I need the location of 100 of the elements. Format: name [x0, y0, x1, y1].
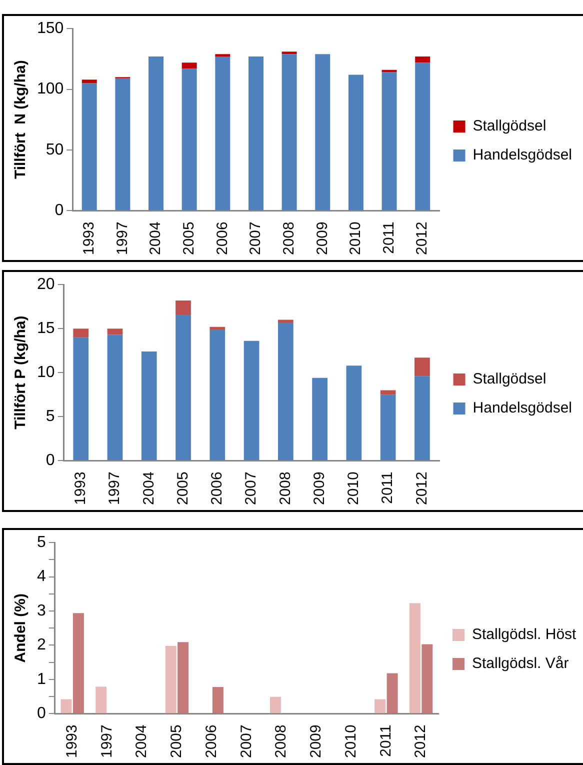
bar	[282, 52, 297, 54]
bar	[60, 699, 72, 714]
x-tick-label: 2009	[308, 724, 325, 758]
bar	[414, 376, 430, 460]
bar	[176, 314, 191, 460]
x-tick-label: 2009	[314, 222, 331, 256]
y-tick-label: 3	[36, 602, 46, 620]
bar	[215, 54, 230, 57]
x-tick-label: 1993	[72, 472, 90, 506]
x-tick-label: 2012	[413, 472, 430, 506]
bar	[72, 613, 84, 714]
bar	[270, 696, 281, 714]
bar	[165, 646, 176, 714]
y-tick-label: 50	[46, 141, 64, 158]
bar	[382, 70, 397, 72]
x-tick-label: 2008	[276, 472, 294, 506]
bar	[107, 328, 123, 335]
x-tick-label: 2011	[379, 472, 396, 504]
y-tick-label: 4	[36, 568, 46, 586]
bar	[348, 74, 364, 210]
y-axis-title: Andel (%)	[12, 594, 30, 663]
bar	[178, 642, 189, 714]
bar	[414, 358, 430, 376]
bar	[182, 68, 197, 210]
x-tick-label: 2005	[180, 222, 198, 256]
x-tick-label: 2009	[310, 472, 328, 506]
legend-label: Handelsgödsel	[472, 146, 572, 164]
bar	[141, 351, 157, 460]
y-tick-label: 20	[37, 276, 55, 294]
x-tick-label: 2008	[280, 222, 298, 256]
bar	[107, 334, 123, 460]
x-tick-label: 2005	[174, 472, 192, 506]
bar	[409, 603, 420, 714]
x-tick-label: 2004	[140, 472, 158, 506]
bar	[115, 78, 130, 210]
bar	[382, 72, 397, 210]
legend-label: Stallgödsel	[472, 118, 546, 135]
bar	[82, 83, 97, 210]
y-tick-label: 0	[46, 452, 55, 470]
bar	[346, 366, 362, 460]
y-tick-label: 1	[36, 670, 46, 688]
y-tick-label: 100	[36, 80, 64, 98]
bar	[215, 56, 230, 210]
bar	[148, 56, 164, 210]
x-tick-label: 2007	[247, 222, 264, 256]
bar	[415, 56, 430, 63]
x-tick-label: 2006	[202, 724, 220, 758]
bar	[282, 54, 297, 210]
x-tick-label: 1997	[106, 472, 124, 506]
x-tick-label: 2005	[168, 724, 186, 758]
bar	[380, 394, 396, 460]
y-tick-label: 0	[36, 705, 46, 722]
x-tick-label: 2012	[412, 724, 430, 758]
x-tick-label: 2006	[208, 472, 226, 506]
bar	[73, 337, 89, 460]
bar	[422, 644, 433, 714]
x-tick-label: 2010	[342, 724, 360, 758]
x-tick-label: 2008	[272, 724, 290, 758]
bar	[278, 322, 294, 460]
legend-label: Handelsgödsel	[472, 400, 572, 417]
y-tick-label: 2	[36, 636, 46, 654]
bar	[244, 340, 260, 460]
bar	[380, 390, 396, 395]
x-tick-label: 2004	[133, 724, 150, 758]
bar	[212, 686, 224, 714]
x-tick-label: 2012	[414, 222, 431, 256]
bar	[210, 326, 226, 330]
y-tick-label: 0	[54, 202, 64, 220]
y-tick-label: 5	[46, 408, 55, 426]
bar	[176, 300, 191, 315]
x-tick-label: 2007	[238, 724, 255, 758]
y-tick-label: 5	[36, 534, 46, 552]
bar	[210, 329, 226, 460]
bar	[248, 56, 264, 210]
x-tick-label: 2010	[347, 222, 364, 256]
x-tick-label: 1993	[80, 222, 98, 256]
bar	[315, 54, 330, 210]
bar	[73, 328, 89, 338]
x-tick-label: 2011	[377, 724, 394, 757]
x-tick-label: 2010	[345, 472, 362, 506]
bar	[386, 673, 398, 714]
bar	[182, 62, 197, 69]
bar	[82, 80, 97, 84]
x-tick-label: 2006	[214, 222, 231, 256]
bar	[312, 378, 328, 460]
x-tick-label: 1997	[98, 724, 116, 758]
x-tick-label: 2007	[242, 472, 260, 506]
x-tick-label: 2011	[380, 222, 398, 254]
bar	[278, 320, 294, 322]
y-axis-title: Tillfört P (kg/ha)	[12, 316, 30, 430]
legend-label: Stallgödsl. Höst	[472, 626, 578, 644]
bar	[415, 62, 430, 210]
y-tick-label: 10	[37, 364, 55, 382]
y-tick-label: 150	[36, 20, 64, 38]
x-tick-label: 2004	[147, 222, 164, 256]
y-axis-title: Tillfört N (kg/ha)	[12, 60, 30, 180]
legend-label: Stallgödsel	[472, 370, 546, 388]
bar	[374, 699, 386, 714]
bar	[96, 686, 107, 714]
legend-label: Stallgödsl. Vår	[472, 655, 569, 672]
